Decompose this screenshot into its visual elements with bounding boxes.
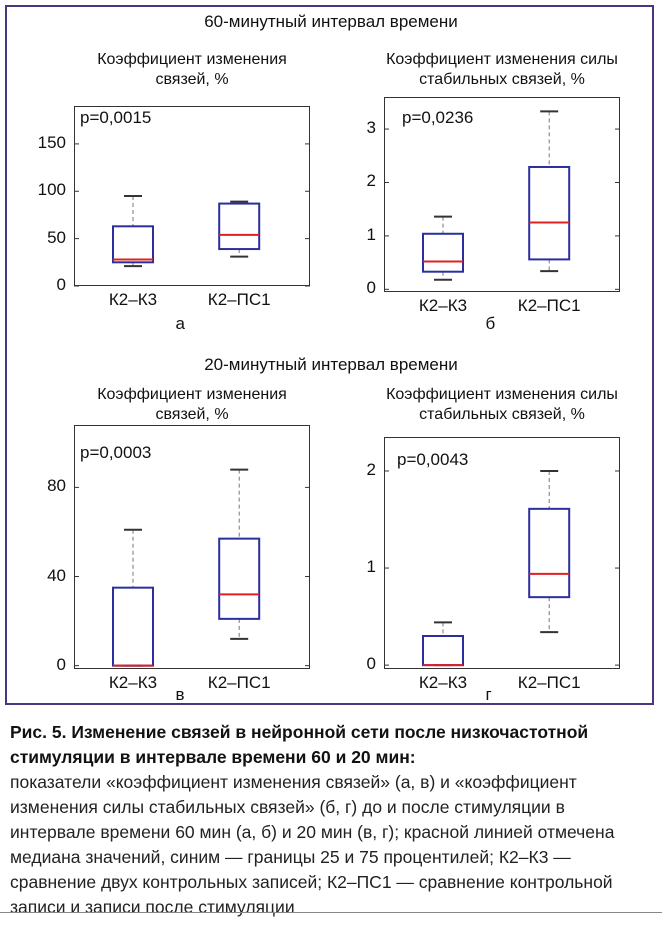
section-title-20: 20-минутный интервал времени xyxy=(204,355,458,374)
chart-title-line: Коэффициент изменения силы xyxy=(386,386,618,403)
category-label: К2–К3 xyxy=(418,673,468,692)
y-tick-label: 0 xyxy=(56,654,66,674)
iqr-box xyxy=(422,634,464,667)
chart-title: Коэффициент изменения силы стабильных свя… xyxy=(352,50,652,90)
y-tick-label: 1 xyxy=(366,557,376,577)
y-tick-label: 0 xyxy=(366,654,376,674)
plot-area xyxy=(384,97,620,292)
y-tick-label: 2 xyxy=(366,171,376,191)
category-label: К2–ПС1 xyxy=(517,296,581,315)
category-label: К2–К3 xyxy=(418,296,468,315)
p-value-label: p=0,0236 xyxy=(402,108,474,127)
plot-area xyxy=(384,437,620,669)
category-label: К2–К3 xyxy=(108,673,158,692)
y-tick-label: 80 xyxy=(47,476,66,496)
caption-title: Рис. 5. Изменение связей в нейронной сет… xyxy=(10,722,589,767)
panel-letter: а xyxy=(175,314,185,333)
chart-title: Коэффициент изменения связей, % xyxy=(52,50,332,90)
chart-title: Коэффициент изменения связей, % xyxy=(52,385,332,425)
chart-title-line: связей, % xyxy=(155,406,229,423)
category-label: К2–К3 xyxy=(108,290,158,309)
y-tick-label: 3 xyxy=(366,118,376,138)
chart-title-line: стабильных связей, % xyxy=(419,406,585,423)
figure-frame xyxy=(5,5,654,705)
p-value-label: p=0,0043 xyxy=(397,450,469,469)
iqr-box xyxy=(528,507,571,599)
chart-title-line: Коэффициент изменения xyxy=(97,386,287,403)
p-value-label: p=0,0003 xyxy=(80,443,152,462)
y-tick-label: 100 xyxy=(37,180,66,200)
chart-title-line: Коэффициент изменения силы xyxy=(386,51,618,68)
chart-title-line: стабильных связей, % xyxy=(419,71,585,88)
section-title-60: 60-минутный интервал времени xyxy=(204,12,458,31)
y-tick-label: 150 xyxy=(37,132,66,152)
p-value-label: p=0,0015 xyxy=(80,108,152,127)
figure-caption: Рис. 5. Изменение связей в нейронной сет… xyxy=(10,720,655,920)
y-tick-label: 0 xyxy=(366,278,376,298)
category-label: К2–ПС1 xyxy=(207,290,271,309)
iqr-box xyxy=(218,537,261,620)
chart-title-line: связей, % xyxy=(155,71,229,88)
iqr-box xyxy=(528,165,571,261)
y-tick-label: 50 xyxy=(47,227,66,247)
plot-area xyxy=(74,425,310,669)
panel-letter: г xyxy=(485,685,492,704)
y-tick-label: 0 xyxy=(56,275,66,294)
category-label: К2–ПС1 xyxy=(517,673,581,692)
y-tick-label: 2 xyxy=(366,459,376,479)
iqr-box xyxy=(218,202,261,251)
chart-title-line: Коэффициент изменения xyxy=(97,51,287,68)
iqr-box xyxy=(422,232,464,273)
caption-text: показатели «коэффициент изменения связей… xyxy=(10,772,615,917)
panel-letter: в xyxy=(175,685,185,704)
plot-area xyxy=(74,106,310,286)
iqr-box xyxy=(112,225,154,264)
y-tick-label: 1 xyxy=(366,224,376,244)
category-label: К2–ПС1 xyxy=(207,673,271,692)
bottom-rule xyxy=(0,912,662,913)
panel-letter: б xyxy=(485,314,496,333)
chart-title: Коэффициент изменения силы стабильных свя… xyxy=(352,385,652,425)
y-tick-label: 40 xyxy=(47,565,66,585)
